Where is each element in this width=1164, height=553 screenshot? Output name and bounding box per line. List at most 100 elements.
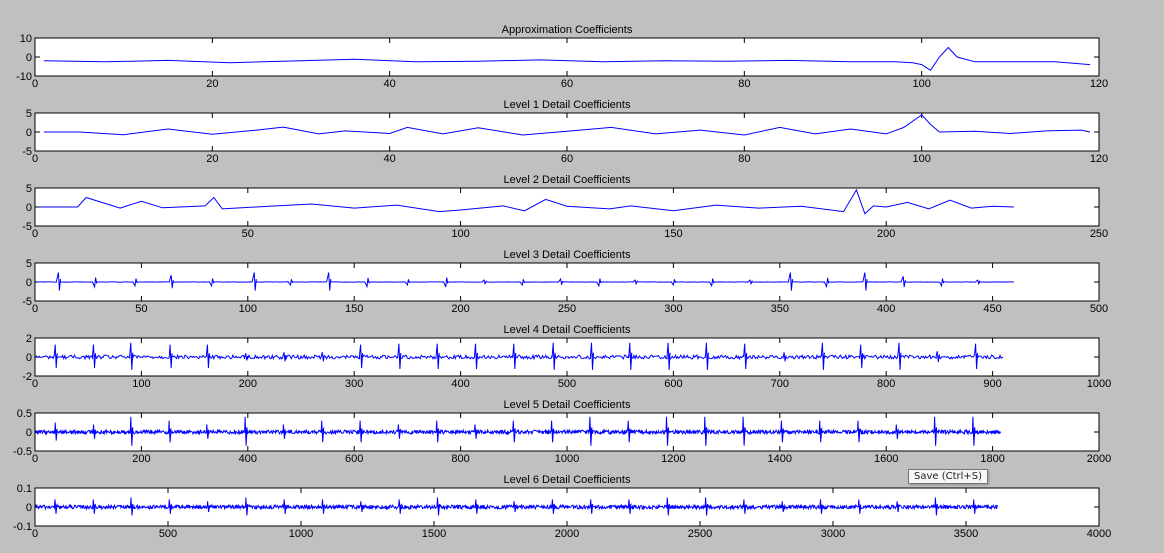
- x-tick-label: 50: [135, 303, 147, 315]
- x-tick-label: 500: [1090, 303, 1108, 315]
- x-tick-label: 1400: [768, 453, 792, 465]
- x-tick-label: 0: [32, 228, 38, 240]
- subplot-7: Level 6 Detail Coefficients 0 500 1000 1500 2…: [13, 474, 1111, 540]
- axes-box: [34, 487, 1100, 527]
- subplot-title: Level 3 Detail Coefficients: [504, 249, 631, 261]
- subplot-6: Level 5 Detail Coefficients 0 200 400 600 800…: [13, 399, 1111, 465]
- y-tick-label: 2: [26, 333, 32, 345]
- x-tick-label: 200: [132, 453, 150, 465]
- y-tick-label: 0.1: [17, 483, 32, 495]
- y-tick-label: 5: [26, 183, 32, 195]
- x-tick-label: 3500: [954, 528, 978, 540]
- y-tick-label: -10: [16, 71, 32, 83]
- subplot-title: Level 2 Detail Coefficients: [504, 174, 631, 186]
- y-tick-label: 0: [26, 352, 32, 364]
- x-tick-label: 1600: [874, 453, 898, 465]
- axes-box: [34, 187, 1100, 227]
- x-tick-label: 300: [345, 378, 363, 390]
- x-tick-label: 60: [561, 78, 573, 90]
- y-tick-label: -0.1: [13, 521, 32, 533]
- save-tooltip: Save (Ctrl+S): [908, 469, 989, 484]
- x-tick-label: 0: [32, 78, 38, 90]
- y-tick-label: 0: [26, 277, 32, 289]
- y-tick-label: 10: [20, 33, 32, 45]
- subplot-title: Approximation Coefficients: [502, 24, 633, 36]
- y-tick-label: 0: [26, 502, 32, 514]
- axes-box: [34, 337, 1100, 377]
- x-tick-label: 500: [159, 528, 177, 540]
- x-tick-label: 60: [561, 153, 573, 165]
- x-tick-label: 1000: [1087, 378, 1111, 390]
- x-tick-label: 20: [206, 78, 218, 90]
- x-tick-label: 500: [558, 378, 576, 390]
- x-tick-label: 50: [242, 228, 254, 240]
- x-tick-label: 150: [664, 228, 682, 240]
- series-line: [35, 497, 999, 516]
- x-tick-label: 800: [877, 378, 895, 390]
- plot-area: [35, 188, 1099, 226]
- x-tick-label: 100: [132, 378, 150, 390]
- x-tick-label: 100: [912, 153, 930, 165]
- series-line: [37, 272, 1014, 291]
- x-tick-label: 2000: [1087, 453, 1111, 465]
- x-tick-label: 1000: [555, 453, 579, 465]
- x-tick-label: 100: [239, 303, 257, 315]
- x-tick-label: 120: [1090, 78, 1108, 90]
- subplot-title: Level 1 Detail Coefficients: [504, 99, 631, 111]
- x-tick-label: 1800: [980, 453, 1004, 465]
- x-tick-label: 600: [345, 453, 363, 465]
- x-tick-label: 80: [738, 78, 750, 90]
- series-line: [43, 114, 1091, 136]
- y-tick-label: 0: [26, 427, 32, 439]
- y-tick-label: -2: [22, 371, 32, 383]
- subplot-2: Level 1 Detail Coefficients 0 20 40 60 80 100 1…: [22, 99, 1108, 165]
- x-tick-label: 0: [32, 153, 38, 165]
- axes-box: [34, 37, 1100, 77]
- x-tick-label: 700: [771, 378, 789, 390]
- x-tick-label: 3000: [821, 528, 845, 540]
- x-tick-label: 2500: [688, 528, 712, 540]
- series-line: [35, 416, 1002, 446]
- y-tick-label: -5: [22, 146, 32, 158]
- x-tick-label: 80: [738, 153, 750, 165]
- x-tick-label: 100: [451, 228, 469, 240]
- x-tick-label: 250: [558, 303, 576, 315]
- y-tick-label: 5: [26, 108, 32, 120]
- subplot-title: Level 5 Detail Coefficients: [504, 399, 631, 411]
- x-tick-label: 450: [983, 303, 1001, 315]
- y-tick-label: -5: [22, 296, 32, 308]
- y-tick-label: -0.5: [13, 446, 32, 458]
- subplot-5: Level 4 Detail Coefficients 0 100 200 300 400…: [22, 324, 1111, 390]
- x-tick-label: 200: [239, 378, 257, 390]
- subplot-1: Approximation Coefficients 0 20 40 60 80 100 12…: [16, 24, 1108, 90]
- x-tick-label: 900: [983, 378, 1001, 390]
- y-tick-label: 5: [26, 258, 32, 270]
- x-tick-label: 0: [32, 528, 38, 540]
- x-tick-label: 1500: [422, 528, 446, 540]
- x-tick-label: 1200: [661, 453, 685, 465]
- x-tick-label: 40: [384, 78, 396, 90]
- axes-box: [34, 262, 1100, 302]
- x-tick-label: 100: [912, 78, 930, 90]
- x-tick-label: 0: [32, 453, 38, 465]
- x-tick-label: 250: [1090, 228, 1108, 240]
- x-tick-label: 20: [206, 153, 218, 165]
- x-tick-label: 120: [1090, 153, 1108, 165]
- subplot-title: Level 6 Detail Coefficients: [504, 474, 631, 486]
- x-tick-label: 300: [664, 303, 682, 315]
- axes-box: [34, 112, 1100, 152]
- x-tick-label: 600: [664, 378, 682, 390]
- plot-area: [35, 113, 1099, 151]
- x-tick-label: 200: [451, 303, 469, 315]
- x-tick-label: 2000: [555, 528, 579, 540]
- y-tick-label: 0.5: [17, 408, 32, 420]
- y-tick-label: -5: [22, 221, 32, 233]
- x-tick-label: 4000: [1087, 528, 1111, 540]
- y-tick-label: 0: [26, 202, 32, 214]
- x-tick-label: 0: [32, 303, 38, 315]
- plot-area: [35, 38, 1099, 76]
- x-tick-label: 800: [451, 453, 469, 465]
- y-tick-label: 0: [26, 127, 32, 139]
